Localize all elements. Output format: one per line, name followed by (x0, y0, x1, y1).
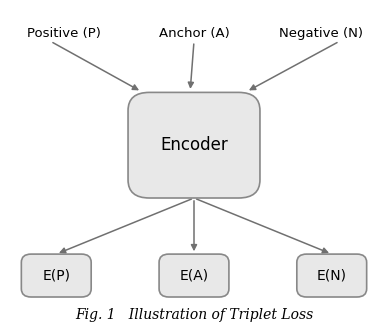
Text: Positive (P): Positive (P) (27, 26, 101, 40)
Text: E(P): E(P) (42, 269, 70, 282)
FancyBboxPatch shape (297, 254, 367, 297)
Text: Encoder: Encoder (160, 136, 228, 154)
Text: E(A): E(A) (179, 269, 209, 282)
Text: Anchor (A): Anchor (A) (159, 26, 229, 40)
FancyBboxPatch shape (21, 254, 91, 297)
Text: E(N): E(N) (317, 269, 347, 282)
FancyBboxPatch shape (128, 92, 260, 198)
Text: Negative (N): Negative (N) (279, 26, 363, 40)
Text: Fig. 1   Illustration of Triplet Loss: Fig. 1 Illustration of Triplet Loss (75, 308, 313, 322)
FancyBboxPatch shape (159, 254, 229, 297)
